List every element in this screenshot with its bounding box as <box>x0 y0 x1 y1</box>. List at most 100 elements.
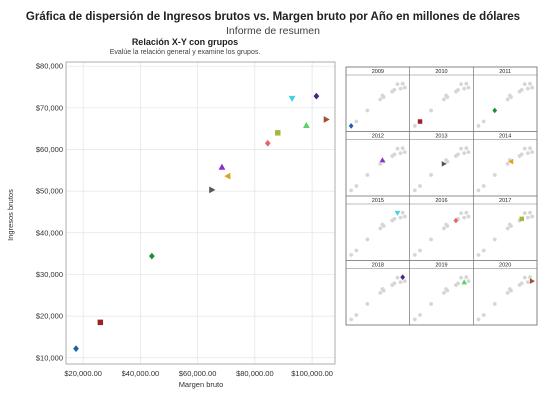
facet-bg-point-2013 <box>505 161 510 166</box>
facet-bg-point-2013 <box>505 226 510 231</box>
facet-bg-point-2017 <box>519 87 524 92</box>
facet-bg-point-2014 <box>445 95 450 99</box>
facet-bg-point-2009 <box>349 253 354 257</box>
facet-bg-point-2018 <box>400 81 405 86</box>
facet-bg-point-2019 <box>525 86 530 91</box>
facet-label: 2014 <box>499 134 511 140</box>
facet-bg-point-2010 <box>481 248 486 253</box>
facet-bg-point-2018 <box>400 146 405 151</box>
main-plot-frame <box>65 61 336 365</box>
main-tick-labels: $20,000.00 $40,000.00 $60,000.00 $80,000.00… <box>36 62 333 378</box>
x-tick-label: $80,000.00 <box>236 369 274 378</box>
facet-bg-point-2019 <box>525 215 530 220</box>
facet-bg-point-2015 <box>395 146 400 151</box>
facet-label: 2015 <box>372 198 384 204</box>
facet-bg-point-2011 <box>429 108 433 113</box>
facet-bg-point-2015 <box>459 82 464 87</box>
facet-bg-point-2020 <box>466 279 471 284</box>
facet-bg-point-2017 <box>392 281 397 286</box>
facet-bg-point-2009 <box>412 253 417 257</box>
facet-highlight-point-2011 <box>492 107 498 114</box>
facet-bg-point-2010 <box>418 184 422 188</box>
facet-bg-point-2015 <box>459 275 464 280</box>
facet-bg-point-2018 <box>528 210 532 215</box>
facet-bg-point-2019 <box>398 86 403 91</box>
facet-bg-point-2017 <box>519 152 524 157</box>
facet-bg-point-2017 <box>392 152 397 157</box>
facet-bg-point-2009 <box>412 317 417 322</box>
facet-cell-border <box>473 260 538 326</box>
facet-bg-point-2019 <box>462 86 467 91</box>
facet-bg-point-2015 <box>522 146 527 151</box>
data-point-2017 <box>275 130 281 136</box>
facet-bg-point-2010 <box>481 313 486 317</box>
facet-bg-point-2011 <box>365 173 370 177</box>
facet-bg-point-2020 <box>402 150 407 155</box>
facet-bg-point-2011 <box>365 302 370 306</box>
facet-label: 2013 <box>435 134 447 140</box>
data-point-2011 <box>148 252 155 260</box>
facet-bg-point-2011 <box>365 237 370 242</box>
data-point-2020 <box>323 116 330 123</box>
y-tick-label: $30,000 <box>36 270 63 279</box>
facet-bg-point-2010 <box>481 184 486 188</box>
facet-bg-point-2013 <box>378 161 383 166</box>
facet-bg-point-2018 <box>464 275 469 280</box>
facet-highlight-point-2018 <box>400 274 406 281</box>
y-tick-label: $80,000 <box>36 62 63 71</box>
facet-bg-point-2011 <box>492 173 497 177</box>
data-point-2010 <box>97 319 104 326</box>
report-title: Gráfica de dispersión de Ingresos brutos… <box>25 11 521 23</box>
facet-bg-point-2017 <box>456 152 460 157</box>
facet-bg-point-2011 <box>429 173 433 177</box>
facet-bg-point-2014 <box>509 95 513 99</box>
facet-bg-point-2020 <box>530 150 535 155</box>
facet-2020: 2020 <box>473 260 538 326</box>
y-tick-label: $70,000 <box>36 103 63 112</box>
facet-bg-point-2017 <box>519 281 524 286</box>
facet-bg-point-2019 <box>525 280 530 284</box>
facet-bg-point-2009 <box>412 124 417 128</box>
facet-bg-point-2010 <box>354 119 359 124</box>
facet-bg-point-2013 <box>378 226 383 231</box>
facet-bg-point-2011 <box>429 302 433 306</box>
facet-bg-point-2010 <box>418 313 422 317</box>
facet-bg-point-2014 <box>381 224 386 228</box>
facet-highlight-point-2017 <box>519 216 524 222</box>
facet-2011: 2011 <box>473 66 538 132</box>
facet-bg-point-2009 <box>349 317 354 322</box>
facet-bg-point-2020 <box>466 214 471 219</box>
main-points <box>73 92 330 352</box>
facet-label: 2019 <box>435 263 447 269</box>
facet-bg-point-2013 <box>378 97 383 102</box>
y-axis-label: Ingresos brutos <box>6 189 15 241</box>
facet-bg-point-2013 <box>442 97 446 102</box>
facet-bg-point-2020 <box>466 150 471 155</box>
facet-bg-point-2014 <box>381 95 386 99</box>
facet-bg-point-2019 <box>462 215 467 220</box>
facet-bg-point-2019 <box>398 280 403 284</box>
facet-bg-point-2014 <box>381 288 386 293</box>
facet-bg-point-2015 <box>395 82 400 87</box>
facet-bg-point-2009 <box>412 188 417 193</box>
facet-bg-point-2014 <box>445 224 450 228</box>
facet-bg-point-2017 <box>456 87 460 92</box>
facet-bg-point-2010 <box>354 248 359 253</box>
facet-bg-point-2014 <box>509 288 513 293</box>
main-gridlines <box>66 62 335 364</box>
facet-bg-point-2015 <box>522 82 527 87</box>
x-tick-label: $60,000.00 <box>179 369 217 378</box>
facet-bg-point-2009 <box>476 124 481 128</box>
facet-2012: 2012 <box>345 131 410 197</box>
facet-bg-point-2017 <box>392 87 397 92</box>
facet-highlight-point-2019 <box>461 279 467 285</box>
panel-title: Relación X-Y con grupos <box>131 37 239 47</box>
facet-bg-point-2020 <box>402 214 407 219</box>
x-tick-label: $40,000.00 <box>122 369 160 378</box>
facet-bg-point-2020 <box>466 85 471 90</box>
facet-bg-point-2013 <box>505 290 510 295</box>
data-point-2013 <box>209 186 216 194</box>
facet-bg-point-2020 <box>402 279 407 284</box>
facet-bg-point-2014 <box>445 159 450 164</box>
